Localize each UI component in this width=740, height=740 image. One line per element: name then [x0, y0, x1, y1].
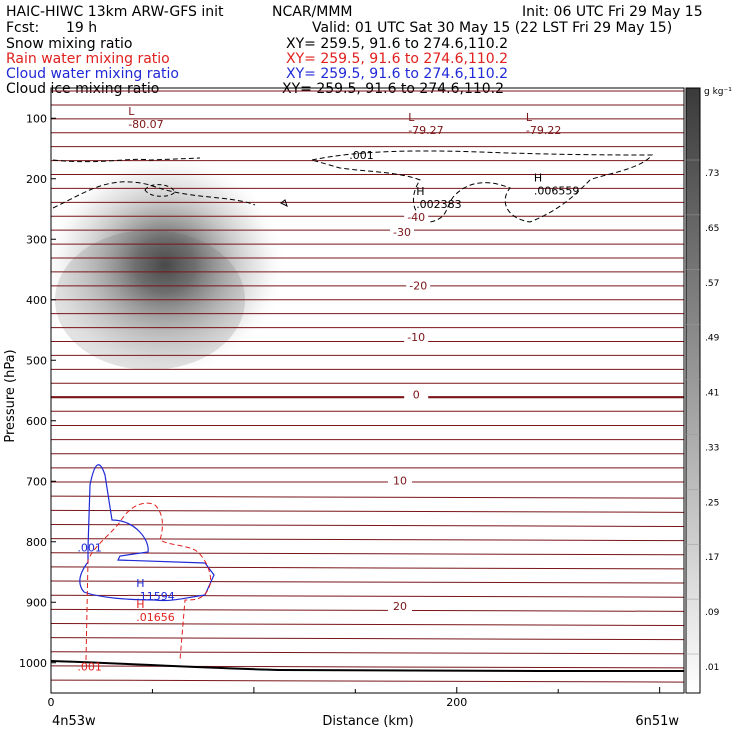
- isotherm-label-bg: [404, 388, 429, 401]
- model-title: HAIC-HIWC 13km ARW-GFS init: [6, 4, 224, 20]
- low-value-label: -79.27: [408, 124, 443, 137]
- isotherm-line: [51, 552, 684, 556]
- isotherm-label: 10: [393, 474, 407, 487]
- field-rain-xy: XY= 259.5, 91.6 to 274.6,110.2: [286, 51, 508, 67]
- isotherm-line: [51, 651, 684, 655]
- y-tick-label: 500: [26, 354, 47, 367]
- y-tick-label: 700: [26, 475, 47, 488]
- colorbar-label: .33: [705, 443, 719, 453]
- isotherm-label-bg: [404, 330, 429, 343]
- isotherm-line: [51, 665, 684, 669]
- field-cloudwater-xy: XY= 259.5, 91.6 to 274.6,110.2: [286, 66, 508, 82]
- init-time: Init: 06 UTC Fri 29 May 15: [522, 4, 703, 20]
- colorbar-label: .65: [705, 224, 719, 234]
- colorbar-label: .49: [705, 334, 720, 344]
- snow-shading: [51, 155, 285, 375]
- low-marker: L: [526, 111, 533, 124]
- isotherm-line: [51, 566, 684, 570]
- isotherm-line: [51, 637, 684, 641]
- y-tick-label: 1000: [19, 657, 47, 670]
- low-marker: L: [128, 105, 135, 118]
- isotherm-line: [51, 594, 684, 598]
- cloud-water-contour: [79, 464, 215, 602]
- low-value-label: -80.07: [128, 118, 163, 131]
- field-cloudwater-name: Cloud water mixing ratio: [6, 66, 179, 82]
- cloud-ice-contour: [311, 150, 654, 223]
- isotherm-line: [51, 509, 684, 513]
- y-axis-title: Pressure (hPa): [3, 349, 18, 442]
- y-tick-label: 100: [26, 112, 47, 125]
- x-endpoint-left: 4n53w: [52, 714, 96, 729]
- high-value-label: .002383: [416, 198, 462, 211]
- x-tick-label: 200: [446, 696, 467, 709]
- high-marker: H: [136, 577, 144, 590]
- y-tick-label: 200: [26, 173, 47, 186]
- y-tick-label: 800: [26, 536, 47, 549]
- colorbar-label: .17: [705, 553, 719, 563]
- isotherm-label: 20: [393, 600, 407, 613]
- terrain-surface-line: [51, 660, 684, 672]
- isotherm-label-bg: [389, 226, 414, 239]
- high-value-label: .11594: [136, 590, 175, 603]
- x-endpoint-right: 6n51w: [635, 714, 679, 729]
- fcst-value: 19 h: [66, 20, 97, 36]
- high-marker: H: [136, 598, 144, 611]
- field-cloudice-name: Cloud ice mixing ratio: [6, 81, 159, 97]
- isotherm-line: [51, 538, 684, 542]
- cloud-ice-contour: [280, 199, 288, 207]
- high-value-label: .01656: [136, 611, 175, 624]
- isotherm-label: -10: [407, 331, 425, 344]
- isotherm-line: [51, 679, 684, 683]
- cloud-ice-contour: [52, 181, 256, 209]
- cloud-ice-contour: [144, 184, 176, 197]
- field-rain-name: Rain water mixing ratio: [6, 51, 170, 67]
- colorbar-label: .09: [705, 608, 720, 618]
- isotherm-label: -20: [409, 279, 427, 292]
- y-tick-label: 600: [26, 415, 47, 428]
- isotherm-label-bg: [387, 474, 412, 487]
- low-marker: L: [408, 111, 415, 124]
- low-value-label: -79.22: [526, 124, 561, 137]
- isotherm-line: [51, 694, 684, 696]
- y-tick-label: 300: [26, 233, 47, 246]
- rain-water-contour: [85, 502, 212, 661]
- colorbar-unit: g kg⁻¹: [704, 87, 732, 97]
- y-tick-label: 900: [26, 596, 47, 609]
- fcst-label: Fcst:: [6, 20, 39, 36]
- valid-time: Valid: 01 UTC Sat 30 May 15 (22 LST Fri …: [312, 20, 672, 36]
- colorbar-label: .01: [705, 663, 719, 673]
- high-marker: H: [534, 172, 542, 185]
- field-snow-name: Snow mixing ratio: [6, 36, 132, 52]
- contour-value-label: .001: [349, 149, 374, 162]
- colorbar-label: .73: [705, 169, 719, 179]
- plot-frame: [50, 87, 685, 694]
- isotherm-label-bg: [404, 211, 429, 224]
- isotherm-line: [51, 523, 684, 527]
- x-axis-title: Distance (km): [322, 714, 413, 729]
- isotherm-label: -30: [393, 226, 411, 239]
- isotherm-line: [51, 608, 684, 612]
- org-label: NCAR/MMM: [272, 4, 353, 20]
- contour-value-label: .001: [77, 541, 102, 554]
- field-snow-xy: XY= 259.5, 91.6 to 274.6,110.2: [286, 36, 508, 52]
- isotherm-line: [51, 495, 684, 499]
- x-tick-label: 0: [48, 696, 55, 709]
- colorbar-label: .57: [705, 279, 719, 289]
- isotherm-line: [51, 580, 684, 584]
- high-marker: H: [416, 185, 424, 198]
- isotherm-label-bg: [387, 600, 412, 613]
- isotherm-line: [51, 622, 684, 626]
- colorbar: [685, 87, 701, 694]
- colorbar-label: .25: [705, 498, 719, 508]
- colorbar-label: .41: [705, 389, 719, 399]
- y-tick-label: 400: [26, 294, 47, 307]
- isotherm-label: -40: [407, 211, 425, 224]
- isotherm-label-bg: [406, 279, 431, 292]
- isotherm-label: 0: [413, 388, 420, 401]
- field-cloudice-xy: XY= 259.5, 91.6 to 274.6,110.2: [282, 81, 504, 97]
- high-value-label: .006559: [534, 185, 580, 198]
- contour-value-label: .001: [77, 661, 102, 674]
